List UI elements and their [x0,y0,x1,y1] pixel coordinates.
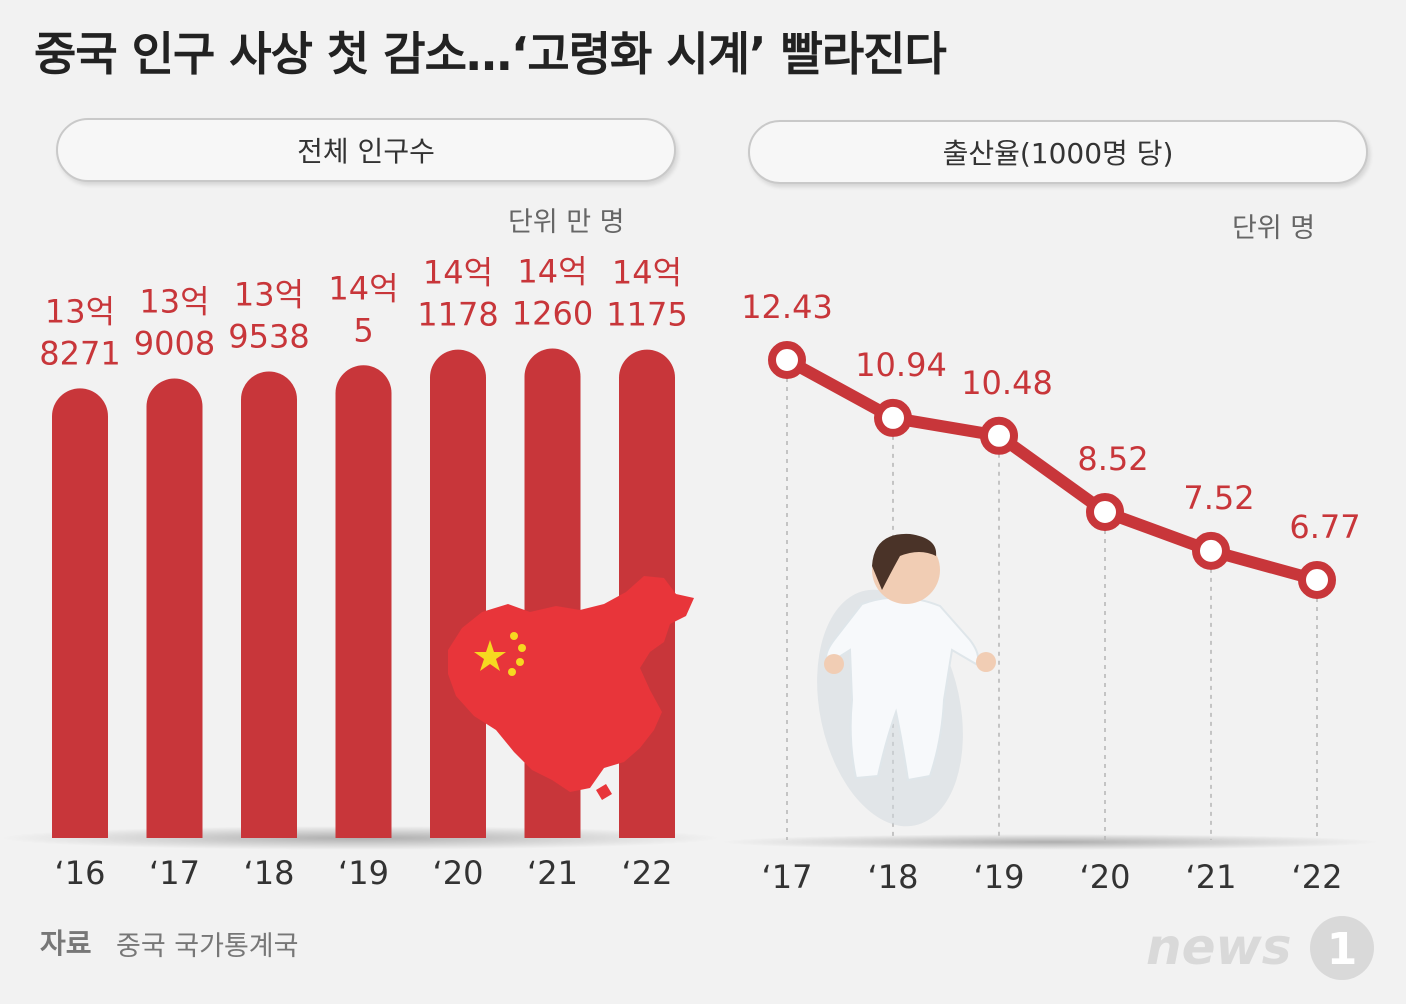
birth-rate-value-label: 10.48 [961,364,1053,402]
birth-rate-chart: 12.43 ‘17 10.94 ‘18 10.48 ‘19 8.52 ‘20 7.52 ‘21 6.… [741,288,1360,896]
population-value-label: 9008 [134,325,215,363]
population-value-label: 13억 [139,283,209,321]
page-title: 중국 인구 사상 첫 감소…‘고령화 시계’ 빨라진다 [34,27,947,81]
birth-rate-point [874,398,912,437]
logo-mark: 1 [1327,924,1358,975]
population-bar [335,365,392,838]
population-value-label: 8271 [39,334,120,372]
population-value-label: 14억 [517,253,587,291]
population-bar [241,371,297,838]
population-x-tick: ‘16 [55,854,106,892]
birth-rate-point [980,416,1018,455]
birth-rate-value-label: 10.94 [855,346,947,384]
population-panel-heading: 전체 인구수 [56,118,676,182]
birth-rate-value-label: 7.52 [1183,479,1254,517]
baby-illustration [817,533,996,827]
population-bars: 13억 8271 ‘16 13억 9008 ‘17 13억 9538 ‘18 14억 5 ‘19 14억… [39,253,687,892]
population-x-tick: ‘21 [527,854,578,892]
birth-rate-x-tick: ‘17 [762,858,813,896]
population-value-label: 1178 [417,296,498,334]
news1-logo: news 1 [1146,916,1374,980]
birth-rate-value-label: 8.52 [1077,440,1148,478]
birth-rate-value-label: 6.77 [1289,508,1360,546]
birth-rate-point [1298,561,1336,599]
birth-rate-x-tick: ‘20 [1080,858,1131,896]
birth-rate-x-tick: ‘19 [974,858,1025,896]
population-x-tick: ‘19 [338,854,389,892]
birth-heading-text: 출산율(1000명 당) [942,137,1174,170]
population-bar [430,349,486,838]
logo-word: news [1146,918,1291,976]
source-text: 중국 국가통계국 [116,931,299,962]
population-value-label: 9538 [228,317,309,355]
population-x-tick: ‘17 [149,854,200,892]
birth-rate-point [1086,492,1124,531]
birth-panel-heading: 출산율(1000명 당) [748,120,1368,184]
birth-rate-x-tick: ‘21 [1186,858,1237,896]
birth-rate-x-tick: ‘18 [868,858,919,896]
birth-rate-x-tick: ‘22 [1292,858,1343,896]
population-bar [52,388,108,838]
population-value-label: 1260 [512,295,593,333]
birth-unit: 단위 명 [1232,213,1316,244]
population-x-tick: ‘22 [622,854,673,892]
population-value-label: 13억 [234,275,304,313]
population-value-label: 14억 [423,254,493,292]
china-map-illustration [448,576,694,800]
population-value-label: 1175 [606,296,687,334]
birth-rate-point [768,341,806,379]
birth-rate-value-label: 12.43 [741,288,833,326]
birth-rate-point [1192,531,1230,570]
population-value-label: 5 [353,311,373,349]
population-x-tick: ‘18 [244,854,295,892]
population-heading-text: 전체 인구수 [297,135,435,168]
line-floor-shadow [720,834,1380,850]
population-value-label: 14억 [328,269,398,307]
population-bar [146,378,203,838]
population-x-tick: ‘20 [433,854,484,892]
population-unit: 단위 만 명 [508,207,625,238]
population-value-label: 13억 [45,292,115,330]
source-label: 자료 [40,927,92,960]
population-value-label: 14억 [612,254,682,292]
